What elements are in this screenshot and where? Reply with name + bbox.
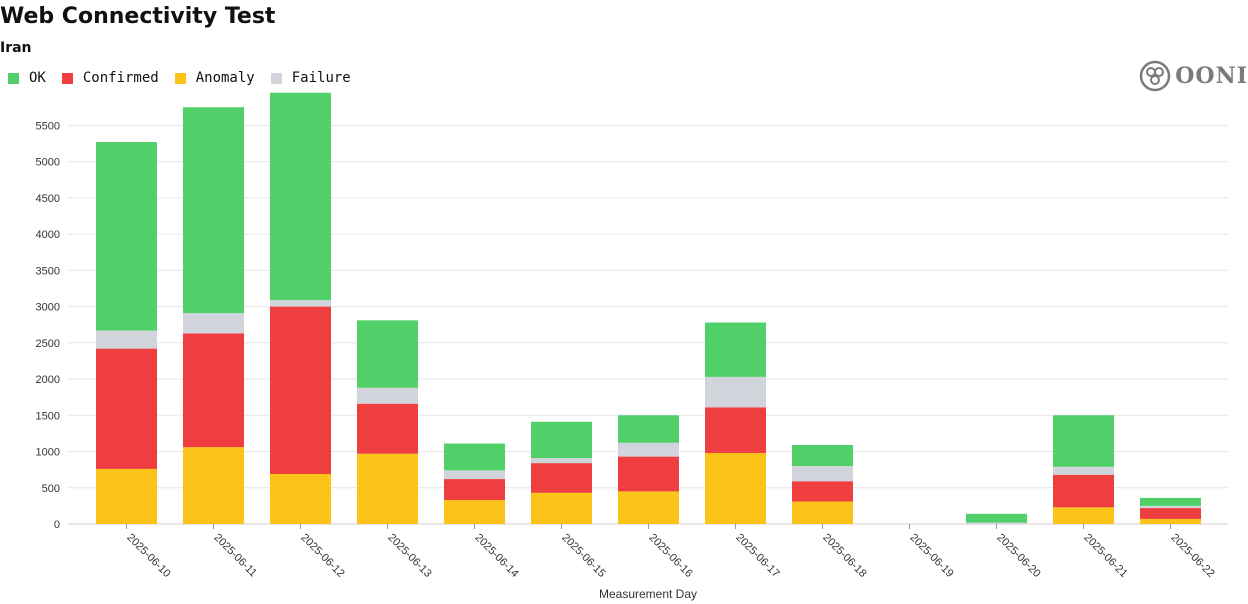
legend-item-anomaly[interactable]: Anomaly [174, 70, 255, 86]
bar-segment-confirmed[interactable] [792, 481, 853, 502]
ooni-logo-icon [1140, 60, 1171, 92]
bar-segment-failure[interactable] [270, 300, 331, 307]
bar-segment-ok[interactable] [1053, 415, 1114, 467]
x-tick-label: 2025-06-13 [385, 532, 433, 580]
bar-segment-anomaly[interactable] [1140, 518, 1201, 524]
legend-item-ok[interactable]: OK [8, 70, 46, 86]
bar-segment-ok[interactable] [705, 322, 766, 377]
bar-segment-confirmed[interactable] [531, 463, 592, 493]
bar-segment-failure[interactable] [1053, 466, 1114, 475]
bar-segment-ok[interactable] [792, 444, 853, 467]
bar-segment-anomaly[interactable] [183, 447, 244, 524]
x-tick-label: 2025-06-17 [733, 532, 781, 580]
legend: OK Confirmed Anomaly Failure [8, 70, 351, 86]
bar-segment-anomaly[interactable] [792, 501, 853, 524]
bar-segment-anomaly[interactable] [618, 491, 679, 524]
bar-segment-failure[interactable] [705, 376, 766, 408]
bar-segment-failure[interactable] [1140, 505, 1201, 509]
bar-segment-confirmed[interactable] [1140, 508, 1201, 519]
bar-segment-confirmed[interactable] [96, 348, 157, 469]
x-tick-label: 2025-06-20 [994, 532, 1042, 580]
legend-swatch-confirmed [61, 72, 73, 84]
bar-segment-failure[interactable] [444, 470, 505, 480]
y-tick-label: 1000 [36, 447, 60, 459]
y-tick-label: 2500 [36, 338, 60, 350]
legend-label-anomaly: Anomaly [195, 70, 255, 86]
bar-segment-confirmed[interactable] [183, 333, 244, 448]
bar-segment-anomaly[interactable] [531, 492, 592, 524]
y-tick-label: 1500 [36, 410, 60, 422]
bar-segment-failure[interactable] [792, 466, 853, 482]
bar-segment-ok[interactable] [1140, 497, 1201, 506]
bar-segment-anomaly[interactable] [270, 473, 331, 524]
bar-segment-anomaly[interactable] [1053, 507, 1114, 524]
bar-segment-ok[interactable] [966, 513, 1027, 523]
bar-segment-confirmed[interactable] [618, 456, 679, 492]
legend-swatch-failure [270, 72, 282, 84]
bar-segment-ok[interactable] [444, 443, 505, 471]
legend-label-ok: OK [29, 70, 46, 86]
y-tick-label: 4500 [36, 193, 60, 205]
x-tick-label: 2025-06-14 [472, 532, 520, 580]
ooni-brand-text: OONI [1175, 63, 1248, 89]
bar-segment-anomaly[interactable] [444, 500, 505, 524]
legend-label-confirmed: Confirmed [82, 70, 159, 86]
bar-segment-failure[interactable] [618, 442, 679, 457]
y-tick-label: 0 [54, 519, 60, 531]
bar-segment-anomaly[interactable] [357, 453, 418, 524]
bar-segment-confirmed[interactable] [357, 403, 418, 454]
legend-item-failure[interactable]: Failure [270, 70, 351, 86]
x-tick-label: 2025-06-21 [1081, 532, 1129, 580]
bar-segment-ok[interactable] [531, 421, 592, 459]
x-tick-label: 2025-06-16 [646, 532, 694, 580]
legend-item-confirmed[interactable]: Confirmed [61, 70, 159, 86]
y-tick-label: 2000 [36, 374, 60, 386]
bar-segment-ok[interactable] [183, 107, 244, 314]
bar-segment-failure[interactable] [183, 313, 244, 334]
y-tick-label: 3500 [36, 265, 60, 277]
bar-segment-ok[interactable] [96, 142, 157, 331]
x-tick-label: 2025-06-12 [298, 532, 346, 580]
bar-segment-ok[interactable] [618, 415, 679, 443]
bar-segment-confirmed[interactable] [705, 407, 766, 453]
bar-segment-failure[interactable] [357, 387, 418, 404]
legend-swatch-anomaly [174, 72, 186, 84]
x-tick-label: 2025-06-11 [211, 532, 259, 580]
y-axis-ticks: 0 500 1000 1500 2000 2500 3000 3500 4000 4500 5000… [36, 120, 60, 531]
bar-segment-anomaly[interactable] [705, 452, 766, 524]
y-tick-label: 3000 [36, 302, 60, 314]
bar-segment-failure[interactable] [966, 522, 1027, 524]
legend-swatch-ok [8, 72, 19, 84]
x-tick-label: 2025-06-15 [559, 532, 607, 580]
x-axis-title: Measurement Day [599, 587, 697, 601]
y-tick-label: 5000 [36, 157, 60, 169]
x-tick-label: 2025-06-22 [1168, 532, 1216, 580]
bar-segment-ok[interactable] [357, 320, 418, 388]
bar-segment-failure[interactable] [531, 458, 592, 464]
x-axis-ticks: 2025-06-10 2025-06-11 2025-06-12 2025-06-13… [124, 524, 1217, 580]
chart-title: Web Connectivity Test [0, 4, 276, 29]
legend-label-failure: Failure [291, 70, 351, 86]
bar-segment-failure[interactable] [96, 330, 157, 349]
bar-segment-anomaly[interactable] [96, 468, 157, 524]
bar-segment-confirmed[interactable] [1053, 474, 1114, 508]
y-tick-label: 500 [42, 483, 60, 495]
y-tick-label: 5500 [36, 120, 60, 132]
bar-segment-ok[interactable] [270, 92, 331, 301]
x-tick-label: 2025-06-19 [907, 532, 955, 580]
chart-subtitle: Iran [0, 40, 32, 56]
bars [96, 92, 1201, 524]
y-tick-label: 4000 [36, 229, 60, 241]
x-tick-label: 2025-06-18 [820, 532, 868, 580]
bar-segment-confirmed[interactable] [444, 479, 505, 501]
ooni-brand: OONI [1139, 60, 1248, 92]
bar-segment-confirmed[interactable] [270, 306, 331, 474]
x-tick-label: 2025-06-10 [124, 532, 172, 580]
